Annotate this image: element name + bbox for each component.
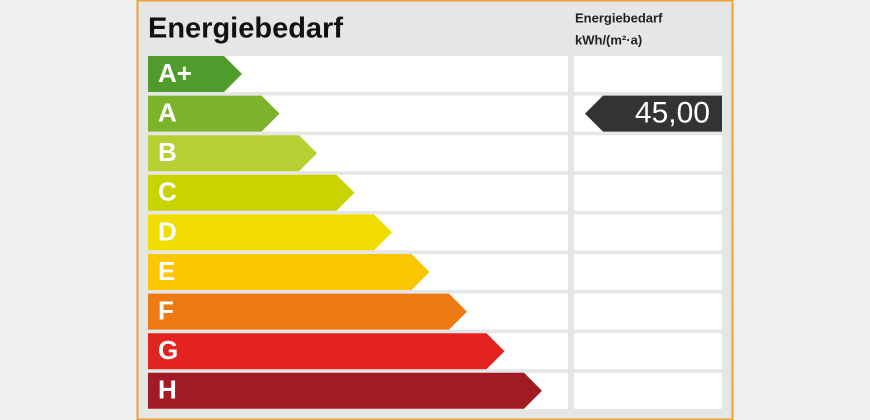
value-cell (574, 254, 722, 290)
class-label: B (158, 137, 177, 167)
class-arrow (148, 95, 280, 132)
class-label: G (158, 335, 178, 365)
value-cell (574, 372, 722, 409)
class-label: D (158, 216, 177, 246)
column-header: Energiebedarf (575, 10, 663, 25)
value-cell (574, 135, 722, 172)
rating-marker (585, 95, 722, 132)
value-cell (574, 293, 722, 330)
class-arrow (148, 214, 392, 251)
value-cell (574, 333, 722, 370)
value-cell (574, 214, 722, 251)
class-arrow (148, 174, 355, 211)
class-arrow (148, 293, 467, 330)
class-arrow (148, 254, 430, 290)
class-label: A (158, 97, 177, 127)
column-header: kWh/(m²·a) (575, 32, 642, 47)
value-cell (574, 174, 722, 211)
rating-value: 45,00 (635, 97, 710, 130)
class-arrow (148, 56, 242, 92)
class-arrow (148, 135, 317, 172)
class-label: C (158, 177, 177, 207)
value-cell (574, 56, 722, 92)
class-label: H (158, 375, 177, 405)
class-label: F (158, 295, 174, 325)
class-label: E (158, 256, 175, 286)
class-label: A+ (158, 58, 192, 88)
class-arrow (148, 333, 505, 370)
title: Energiebedarf (148, 13, 343, 45)
class-arrow (148, 372, 542, 409)
